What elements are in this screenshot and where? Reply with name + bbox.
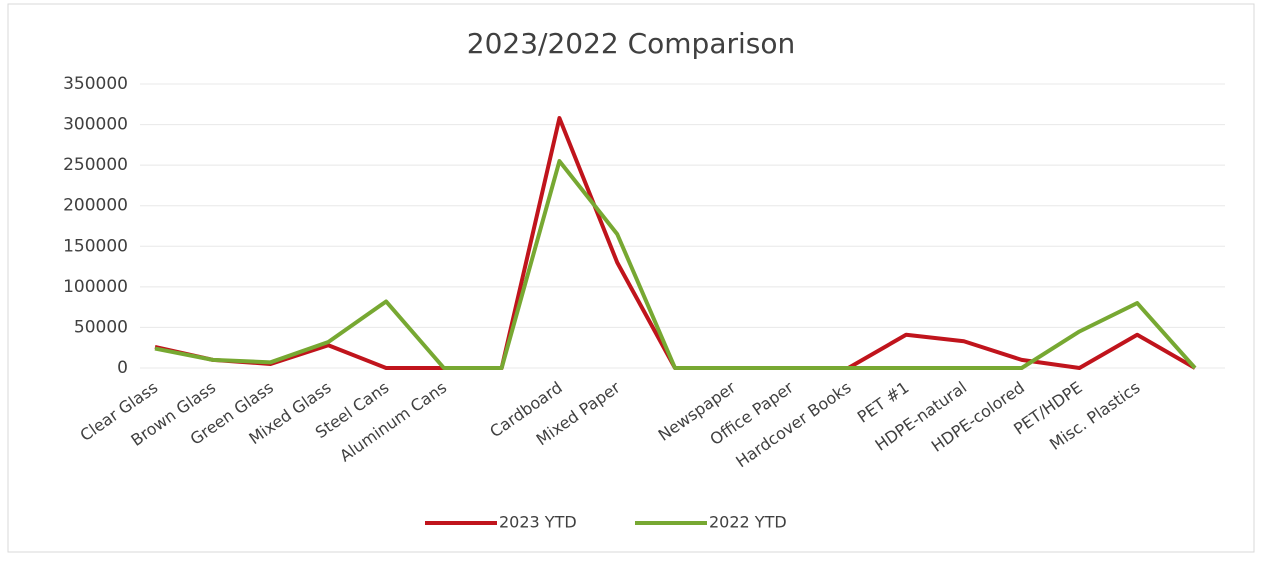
y-tick-label: 50000 [74,317,128,337]
y-tick-label: 200000 [63,196,128,216]
y-tick-label: 350000 [63,74,128,94]
y-tick-label: 300000 [63,115,128,135]
chart-title: 2023/2022 Comparison [467,27,796,60]
y-tick-label: 0 [117,358,128,378]
series-line [154,159,1197,370]
legend-label: 2023 YTD [499,513,577,532]
y-tick-label: 250000 [63,155,128,175]
y-tick-label: 100000 [63,277,128,297]
chart-frame [7,3,1255,553]
y-tick-label: 150000 [63,236,128,256]
legend-label: 2022 YTD [709,513,787,532]
